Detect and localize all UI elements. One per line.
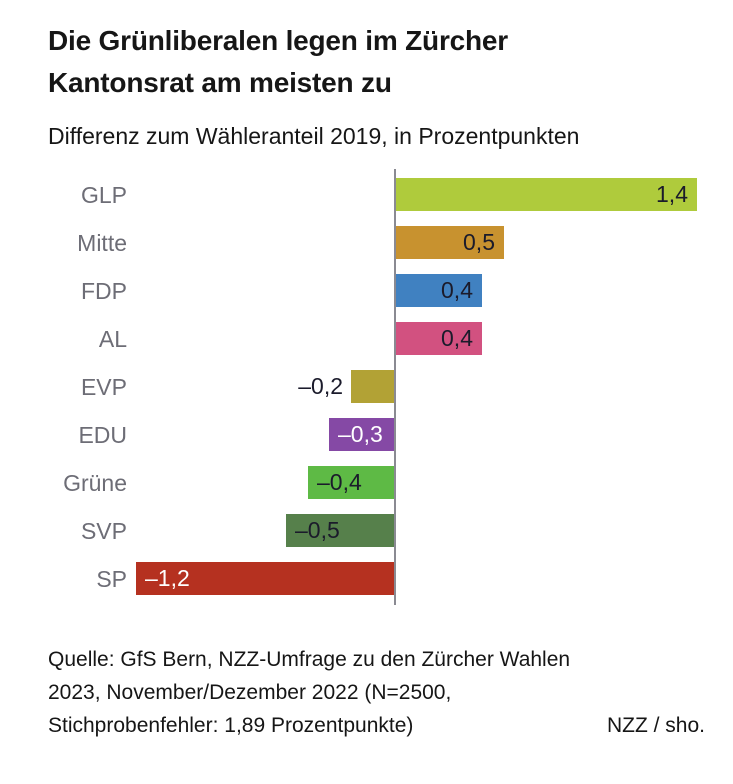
- bar-area: 0,5: [135, 219, 705, 267]
- value-label: –0,3: [338, 421, 383, 447]
- chart-row-EVP: EVP –0,2: [48, 363, 705, 411]
- chart-subtitle: Differenz zum Wähleranteil 2019, in Proz…: [48, 123, 580, 149]
- chart-row-SVP: SVP –0,5: [48, 507, 705, 555]
- chart-row-EDU: EDU –0,3: [48, 411, 705, 459]
- bar-Mitte: 0,5: [396, 226, 504, 259]
- bar-EDU: –0,3: [329, 418, 394, 451]
- value-label: 0,5: [463, 229, 495, 255]
- bar-FDP: 0,4: [396, 274, 482, 307]
- value-label: –1,2: [145, 565, 190, 591]
- bar-SVP: –0,5: [286, 514, 394, 547]
- chart-row-GLP: GLP 1,4: [48, 171, 705, 219]
- category-label: Grüne: [63, 470, 127, 496]
- source-line-2: 2023, November/Dezember 2022 (N=2500,: [48, 681, 452, 704]
- bar-area: –0,4: [135, 459, 705, 507]
- chart-rows: GLP 1,4 Mitte 0,5 FDP 0,4 AL 0,4 EVP –0,2 EDU –0,3 G…: [48, 171, 705, 603]
- bar-chart: GLP 1,4 Mitte 0,5 FDP 0,4 AL 0,4 EVP –0,2 EDU –0,3 G…: [48, 169, 705, 605]
- bar-area: 0,4: [135, 315, 705, 363]
- value-label: –0,2: [298, 373, 343, 399]
- value-label: 0,4: [441, 277, 473, 303]
- chart-row-FDP: FDP 0,4: [48, 267, 705, 315]
- category-label: GLP: [80, 182, 127, 208]
- credit: NZZ / sho.: [606, 714, 705, 737]
- bar-SP: –1,2: [136, 562, 394, 595]
- value-label: –0,5: [295, 517, 340, 543]
- bar-area: –0,3: [135, 411, 705, 459]
- bar-area: 1,4: [135, 171, 705, 219]
- bar-Grüne: –0,4: [308, 466, 394, 499]
- value-label: –0,4: [317, 469, 362, 495]
- chart-row-AL: AL 0,4: [48, 315, 705, 363]
- bar-area: –0,2: [135, 363, 705, 411]
- bar-EVP: –0,2: [298, 370, 394, 403]
- source-line-3: Stichprobenfehler: 1,89 Prozentpunkte): [48, 714, 414, 737]
- bar-area: –1,2: [135, 555, 705, 603]
- chart-row-Grüne: Grüne –0,4: [48, 459, 705, 507]
- value-label: 0,4: [441, 325, 473, 351]
- category-label: Mitte: [77, 230, 127, 256]
- category-label: AL: [98, 326, 127, 352]
- value-label: 1,4: [656, 181, 688, 207]
- category-label: SP: [96, 566, 127, 592]
- category-label: FDP: [81, 278, 127, 304]
- bar-AL: 0,4: [396, 322, 482, 355]
- source-line-1: Quelle: GfS Bern, NZZ-Umfrage zu den Zür…: [48, 648, 571, 671]
- category-label: EDU: [78, 422, 127, 448]
- bar-area: 0,4: [135, 267, 705, 315]
- chart-row-Mitte: Mitte 0,5: [48, 219, 705, 267]
- zero-axis-line: [394, 169, 396, 605]
- chart-row-SP: SP –1,2: [48, 555, 705, 603]
- category-label: SVP: [80, 518, 127, 544]
- bar-GLP: 1,4: [396, 178, 697, 211]
- chart-title: Die Grünliberalen legen im Zürcher Kanto…: [48, 25, 508, 98]
- source-note: Quelle: GfS Bern, NZZ-Umfrage zu den Zür…: [48, 643, 705, 742]
- bar-area: –0,5: [135, 507, 705, 555]
- category-label: EVP: [80, 374, 127, 400]
